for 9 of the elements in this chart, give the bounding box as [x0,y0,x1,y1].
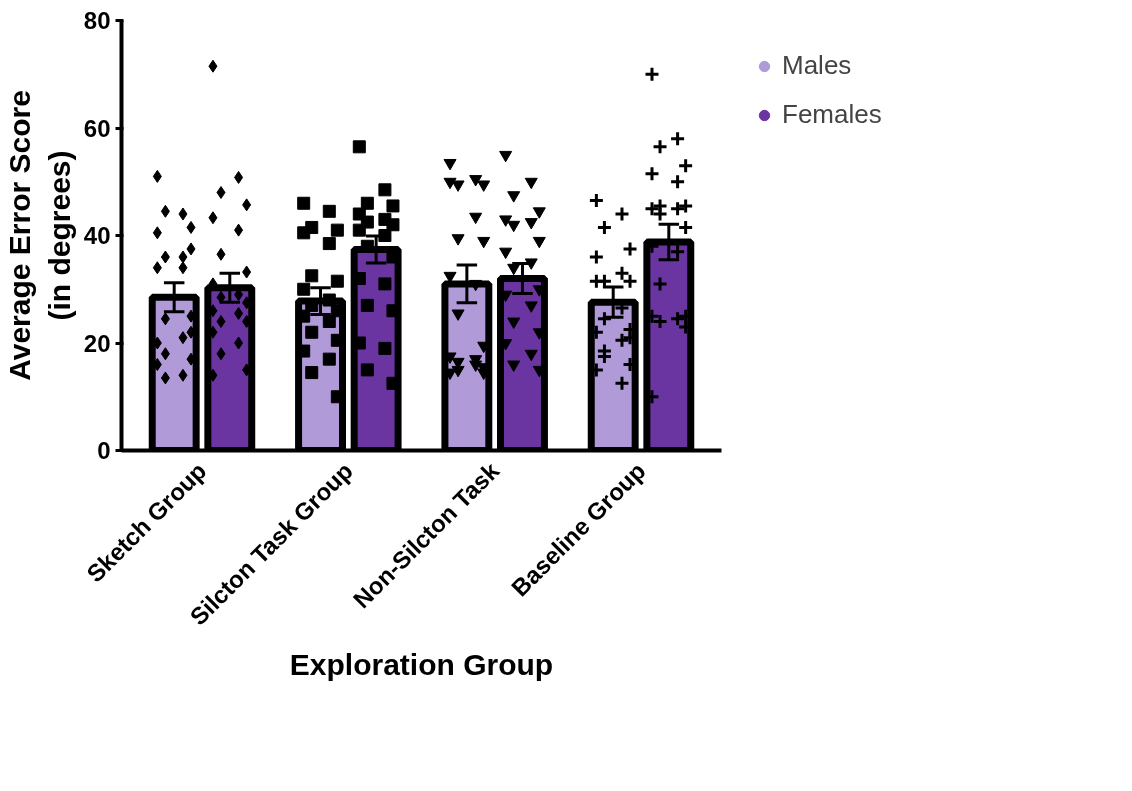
legend-label: Males [782,50,852,81]
y-tick-label: 40 [83,222,111,249]
y-axis-title: Average Error Score (in degrees) [3,90,76,381]
y-tick-label: 20 [83,329,111,357]
y-tick-label: 80 [83,7,111,34]
y-tick-label: 60 [83,114,111,142]
legend-label: Females [782,99,882,130]
x-axis-title: Exploration Group [289,647,554,681]
y-tick-label: 0 [97,437,111,464]
